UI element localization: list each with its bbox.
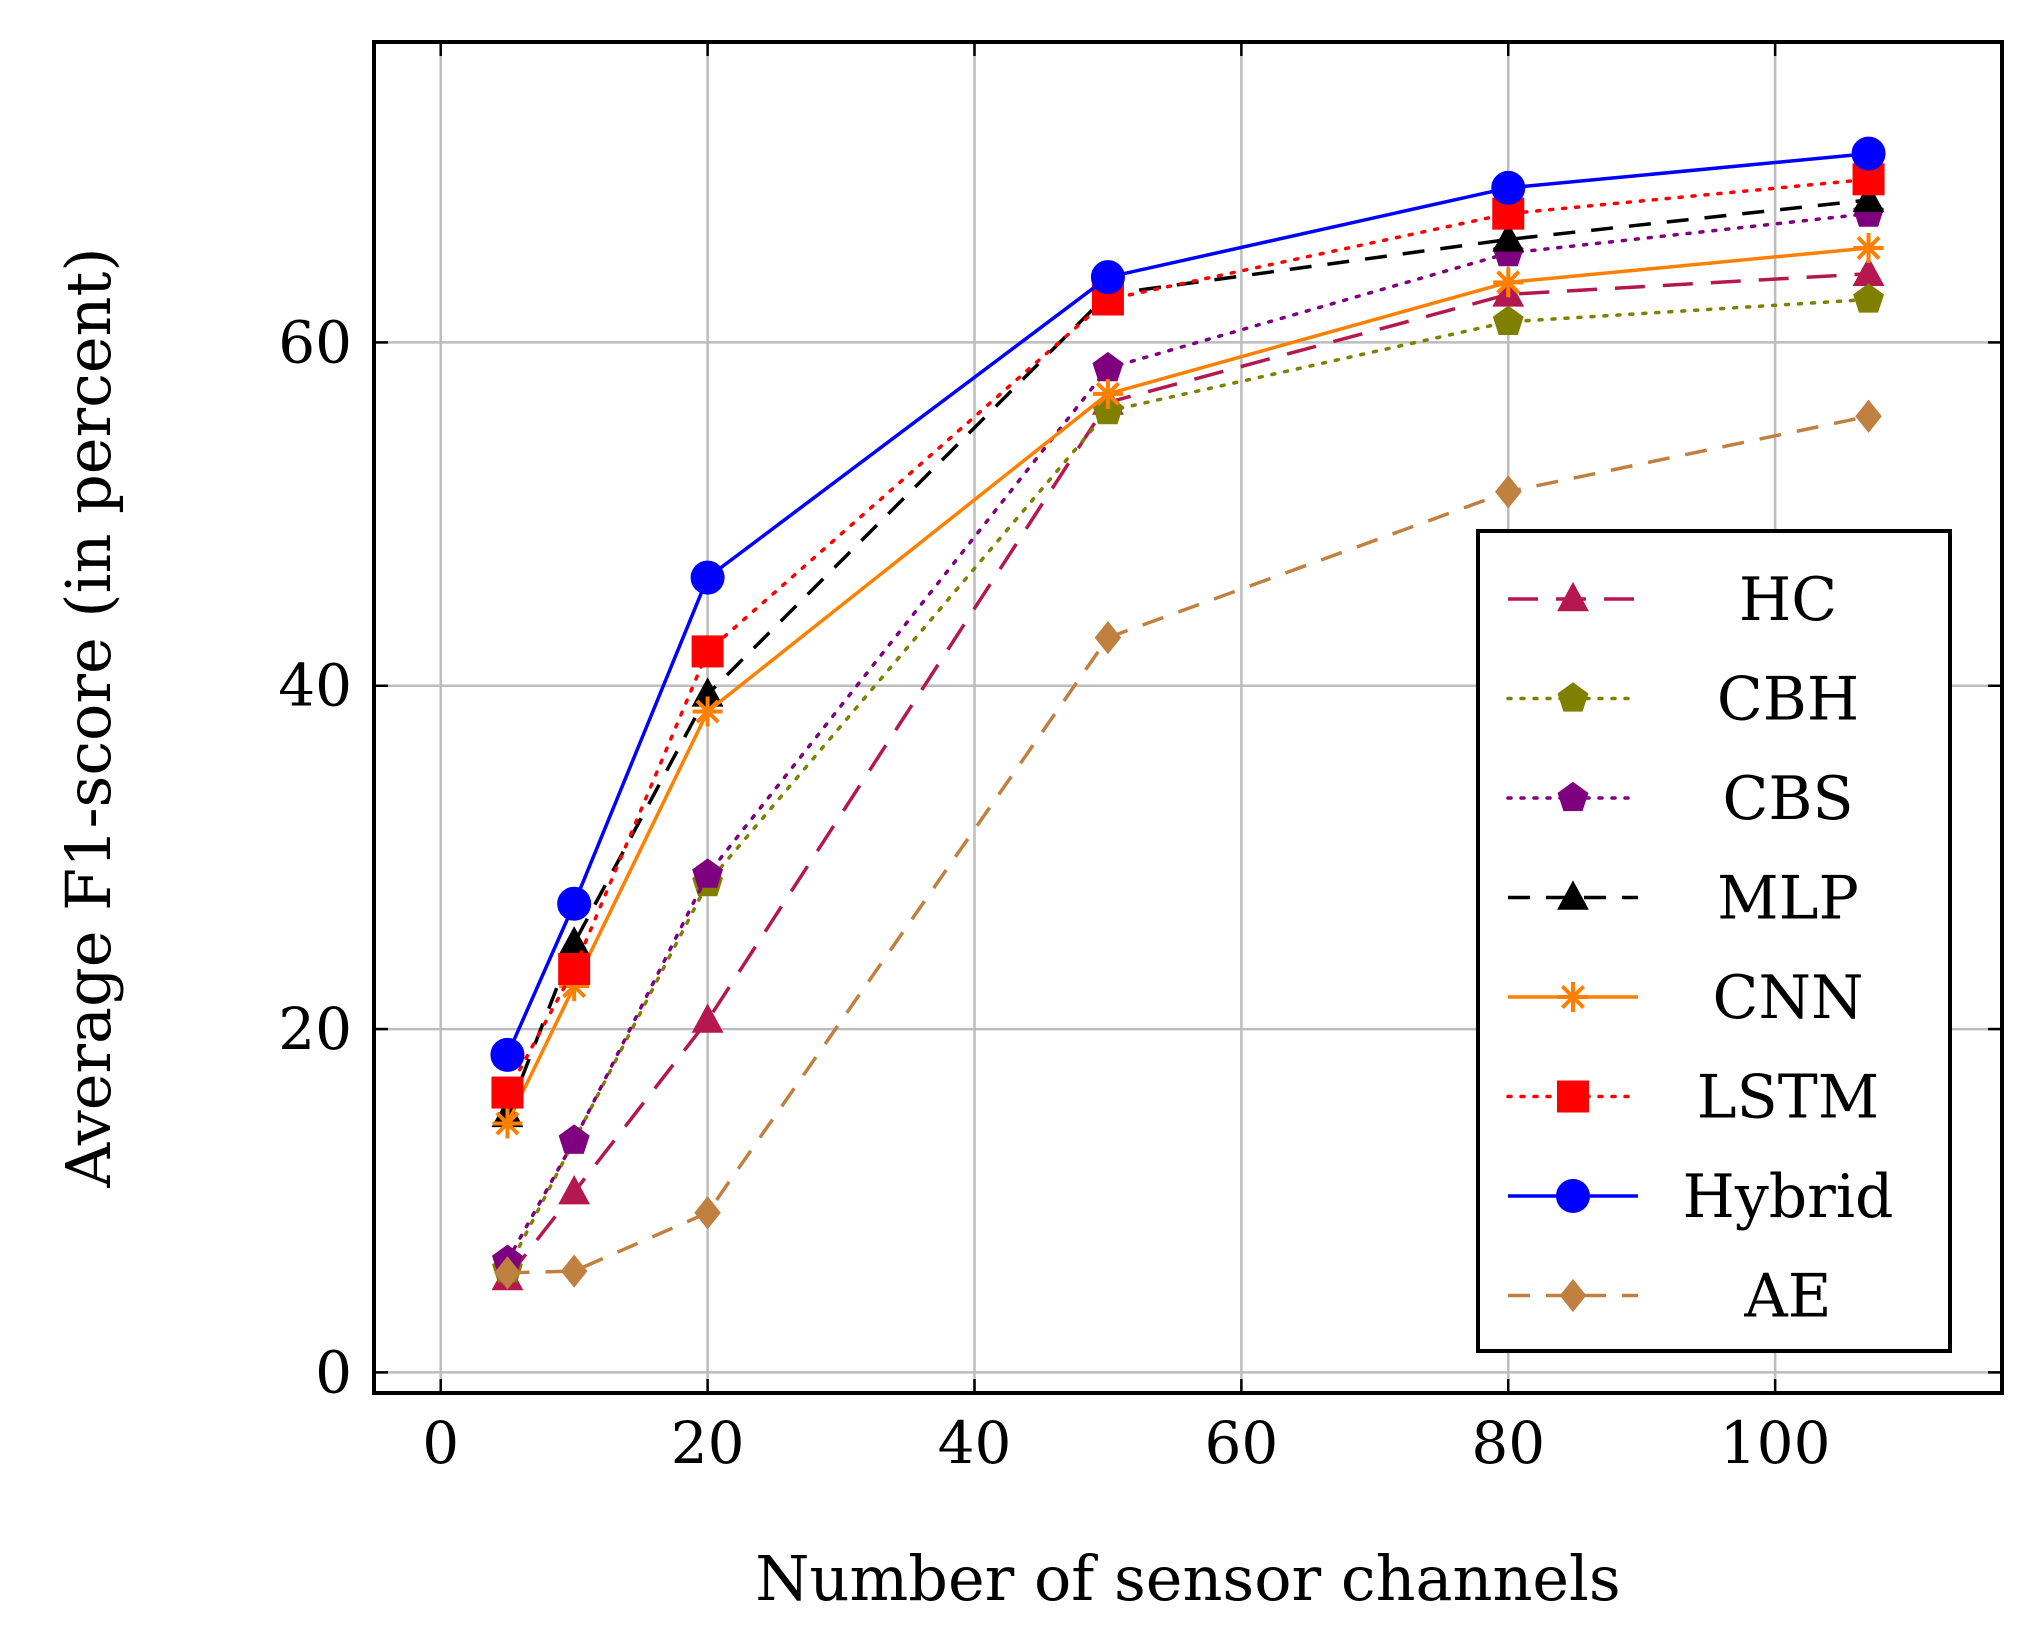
series-line-cbs xyxy=(505,211,1871,1263)
data-point-hybrid xyxy=(490,1037,525,1072)
data-point-ae xyxy=(694,1196,721,1230)
legend-label-hybrid: Hybrid xyxy=(1683,1162,1894,1232)
legend-label-mlp: MLP xyxy=(1717,864,1859,934)
legend-marker-cbh xyxy=(1557,682,1589,712)
x-tick-label: 60 xyxy=(1204,1409,1278,1477)
legend-label-cbs: CBS xyxy=(1722,764,1853,834)
series-lstm xyxy=(491,163,1885,1109)
legend-marker-cnn xyxy=(1558,982,1588,1012)
x-tick-label: 20 xyxy=(671,1409,745,1477)
series-ae xyxy=(494,399,1882,1290)
x-axis-label: Number of sensor channels xyxy=(755,1542,1620,1615)
data-point-hybrid xyxy=(1851,136,1886,171)
data-point-hc xyxy=(558,1175,591,1205)
data-point-hybrid xyxy=(690,560,725,595)
data-point-hybrid xyxy=(557,886,592,921)
tick-layer: 0 20 40 60 80 100 0 20 40 60 xyxy=(278,42,2002,1477)
data-point-lstm xyxy=(558,952,591,985)
series-line-hybrid xyxy=(505,151,1869,1056)
data-point-hybrid xyxy=(1491,170,1526,205)
data-point-lstm xyxy=(691,635,724,668)
series-hybrid xyxy=(490,136,1886,1072)
data-point-cbs xyxy=(558,1124,590,1154)
data-point-ae xyxy=(494,1256,521,1290)
x-tick-label: 80 xyxy=(1471,1409,1545,1477)
data-point-cnn xyxy=(492,1108,523,1139)
data-point-ae xyxy=(1855,399,1882,433)
legend-marker-ae xyxy=(1559,1278,1587,1313)
data-point-cbh xyxy=(1853,283,1884,313)
series-line-cbh xyxy=(505,297,1871,1272)
series-layer xyxy=(490,136,1886,1291)
legend-marker-hc xyxy=(1557,581,1589,612)
series-cnn xyxy=(492,232,1884,1139)
plot-frame xyxy=(372,40,2004,1395)
data-point-ae xyxy=(560,1254,588,1288)
y-tick-label: 40 xyxy=(278,652,352,720)
legend-marker-lstm xyxy=(1557,1080,1589,1113)
data-point-cbs xyxy=(1092,351,1124,382)
y-tick-label: 20 xyxy=(278,995,352,1063)
data-point-cnn xyxy=(1092,378,1123,409)
y-tick-label: 60 xyxy=(278,308,352,376)
series-line-lstm xyxy=(505,177,1871,1095)
data-point-hc xyxy=(691,1003,724,1033)
legend-entry-cnn: CNN xyxy=(1508,963,1863,1033)
data-point-lstm xyxy=(491,1076,524,1109)
x-tick-label: 40 xyxy=(938,1409,1012,1477)
legend: HC CBH CBS MLP CNN LSTM Hybrid AE xyxy=(1476,529,1952,1353)
data-point-hybrid xyxy=(1090,260,1125,295)
data-point-cbs xyxy=(692,858,724,888)
data-point-cnn xyxy=(692,696,723,727)
data-point-cnn xyxy=(1493,267,1524,298)
legend-entry-hc: HC xyxy=(1508,565,1837,635)
data-point-mlp xyxy=(1492,222,1525,252)
legend-label-cnn: CNN xyxy=(1713,963,1864,1033)
x-tick-label: 0 xyxy=(422,1409,459,1477)
legend-marker-mlp xyxy=(1557,880,1589,910)
legend-entry-lstm: LSTM xyxy=(1506,1063,1879,1133)
data-point-cbh xyxy=(1492,305,1524,335)
data-point-mlp xyxy=(1852,182,1885,213)
series-line-cnn xyxy=(505,246,1869,1125)
legend-label-ae: AE xyxy=(1743,1262,1831,1332)
legend-label-lstm: LSTM xyxy=(1697,1063,1879,1133)
legend-marker-hybrid xyxy=(1556,1179,1590,1213)
series-line-hc xyxy=(506,271,1869,1280)
y-tick-label: 0 xyxy=(315,1338,352,1406)
legend-marker-cbs xyxy=(1557,781,1589,812)
legend-entry-cbs: CBS xyxy=(1506,764,1854,834)
data-point-ae xyxy=(1494,475,1522,509)
y-axis-label: Average F1-score (in percent) xyxy=(52,247,125,1188)
x-tick-label: 100 xyxy=(1720,1409,1831,1477)
legend-entry-hybrid: Hybrid xyxy=(1508,1162,1893,1232)
legend-box xyxy=(1476,529,1952,1353)
legend-entry-mlp: MLP xyxy=(1508,864,1859,934)
legend-label-cbh: CBH xyxy=(1717,665,1859,735)
legend-entry-cbh: CBH xyxy=(1506,665,1859,735)
data-point-ae xyxy=(1094,621,1122,655)
data-point-cnn xyxy=(1853,232,1884,263)
legend-label-hc: HC xyxy=(1739,565,1837,635)
legend-entry-ae: AE xyxy=(1508,1262,1832,1332)
